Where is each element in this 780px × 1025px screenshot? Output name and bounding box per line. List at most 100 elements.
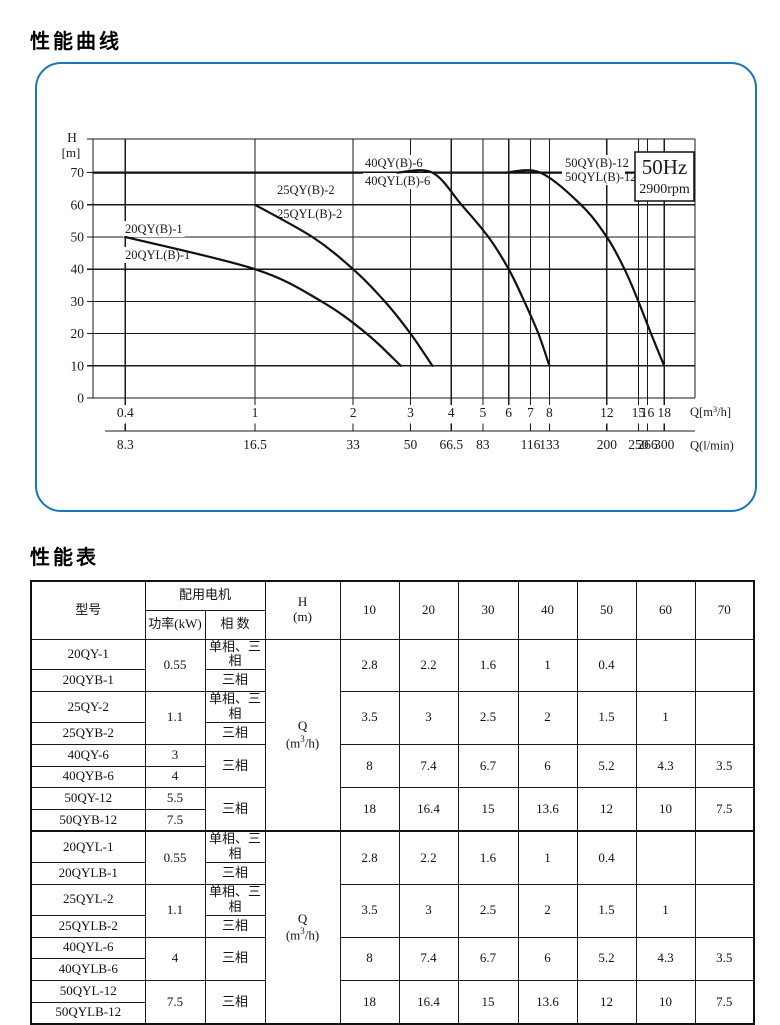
- y-tick-label: 60: [71, 197, 85, 212]
- value-cell: 2: [517, 691, 578, 745]
- value-cell: 5.2: [576, 936, 637, 981]
- value-cell: 0.4: [576, 638, 637, 693]
- x-tick-label: 0.4: [117, 405, 134, 420]
- value-cell: 12: [576, 787, 637, 832]
- value-cell: 0.4: [576, 830, 637, 885]
- table-row: 20QYLB-1 三相: [30, 862, 754, 885]
- x-tick-label: 6: [505, 405, 512, 420]
- value-cell: [635, 638, 696, 693]
- curve-label: 20QY(B)-1: [125, 222, 183, 236]
- model-cell: 25QYLB-2: [30, 914, 146, 938]
- q-unit: (m3/h): [285, 926, 320, 943]
- value-cell: 2.2: [398, 830, 459, 885]
- table-row: 40QYLB-6: [30, 958, 754, 981]
- y-axis-label: H: [67, 130, 77, 145]
- value-cell: 15: [457, 787, 519, 832]
- table-row: 40QYB-6 4: [30, 765, 754, 789]
- x-tick-label: 7: [527, 405, 534, 420]
- lmin-tick-label: 50: [404, 437, 418, 452]
- phase-cell: 单相、三相: [204, 830, 266, 864]
- col-header-head: H (m): [264, 580, 341, 640]
- value-cell: 4.3: [635, 743, 696, 789]
- q-unit-cell: Q (m3/h): [264, 638, 341, 832]
- power-cell: 5.5: [144, 787, 206, 810]
- value-cell: 7.4: [398, 936, 459, 981]
- col-header-h40: 40: [517, 580, 578, 640]
- x-tick-label: 16: [641, 405, 655, 420]
- curve-label: 20QYL(B)-1: [125, 248, 190, 262]
- model-cell: 40QYL-6: [30, 936, 146, 960]
- x-tick-label: 8: [546, 405, 553, 420]
- curve-label-bg: [275, 182, 337, 198]
- table-row: 40QY-6 3 三相 8 7.4 6.7 6 5.2 4.3 3.5: [30, 743, 755, 789]
- phase-cell: 三相: [204, 669, 266, 693]
- pump-curve: [253, 203, 434, 367]
- model-cell: 50QY-12: [30, 787, 146, 810]
- x-tick-label: 12: [600, 405, 614, 420]
- head-unit: (m): [293, 609, 312, 625]
- value-cell: 1.6: [457, 638, 519, 693]
- phase-cell: 三相: [204, 936, 266, 981]
- y-tick-label: 30: [71, 294, 85, 309]
- model-cell: 25QY-2: [30, 691, 146, 723]
- value-cell: 2.2: [398, 638, 459, 693]
- lmin-tick-label: 200: [597, 437, 618, 452]
- model-cell: 25QYB-2: [30, 722, 146, 745]
- y-tick-label: 20: [71, 326, 85, 341]
- table-row: 20QYB-1 三相: [30, 669, 754, 693]
- lmin-tick-label: 66.5: [439, 437, 463, 452]
- model-cell: 25QYL-2: [30, 883, 146, 916]
- curve-label-bg: [563, 155, 631, 171]
- lmin-tick-label: 266: [637, 437, 658, 452]
- lmin-tick-label: 33: [346, 437, 360, 452]
- x-tick-label: 15: [632, 405, 646, 420]
- pump-curve: [504, 169, 666, 367]
- phase-cell: 单相、三相: [204, 638, 266, 671]
- value-cell: 2: [517, 883, 578, 938]
- value-cell: 3: [398, 883, 459, 938]
- value-cell: 16.4: [398, 787, 459, 832]
- lmin-tick-label: 116: [521, 437, 541, 452]
- value-cell: 5.2: [576, 743, 637, 789]
- value-cell: 6: [517, 936, 578, 981]
- power-cell: 7.5: [144, 980, 206, 1025]
- curve-label-bg: [363, 155, 425, 171]
- table-row: 25QYL-2 1.1 单相、三相 3.5 3 2.5 2 1.5 1: [30, 883, 755, 938]
- speed-value: 2900rpm: [639, 182, 690, 197]
- value-cell: 2.8: [339, 638, 400, 693]
- value-cell: 18: [339, 787, 400, 832]
- table-row: 20QY-1 0.55 单相、三相 Q (m3/h) 2.8 2.2 1.6 1…: [30, 638, 755, 832]
- phase-cell: 单相、三相: [204, 691, 266, 723]
- y-tick-label: 70: [71, 165, 85, 180]
- value-cell: 2.8: [339, 830, 400, 885]
- value-cell: 3.5: [694, 743, 755, 789]
- value-cell: 1: [517, 830, 578, 885]
- table-row: 25QYB-2 三相: [30, 722, 754, 745]
- value-cell: 10: [635, 980, 696, 1025]
- model-cell: 40QYLB-6: [30, 958, 146, 981]
- value-cell: 1: [517, 638, 578, 693]
- curve-label-bg: [123, 221, 185, 237]
- x-axis-label-lmin: Q(l/min): [690, 439, 734, 453]
- value-cell: 1: [635, 691, 696, 745]
- q-unit: (m3/h): [285, 733, 320, 751]
- curve-label: 25QYL(B)-2: [277, 207, 342, 221]
- value-cell: 3.5: [694, 936, 755, 981]
- curve-label: 25QY(B)-2: [277, 183, 335, 197]
- curve-label-bg: [363, 173, 433, 189]
- power-cell: 0.55: [144, 638, 206, 693]
- value-cell: 10: [635, 787, 696, 832]
- lmin-tick-label: 83: [476, 437, 490, 452]
- value-cell: 8: [339, 743, 400, 789]
- table-row: 40QYL-6 4 三相 8 7.4 6.7 6 5.2 4.3 3.5: [30, 936, 755, 981]
- value-cell: 3.5: [339, 691, 400, 745]
- pump-curve: [124, 235, 402, 367]
- col-header-h60: 60: [635, 580, 696, 640]
- curve-label-bg: [123, 247, 193, 263]
- value-cell: 13.6: [517, 980, 578, 1025]
- value-cell: 6.7: [457, 936, 519, 981]
- table-row: 50QYB-12 7.5: [30, 809, 754, 832]
- col-header-model: 型号: [30, 580, 146, 640]
- frequency-note-border: [634, 151, 695, 202]
